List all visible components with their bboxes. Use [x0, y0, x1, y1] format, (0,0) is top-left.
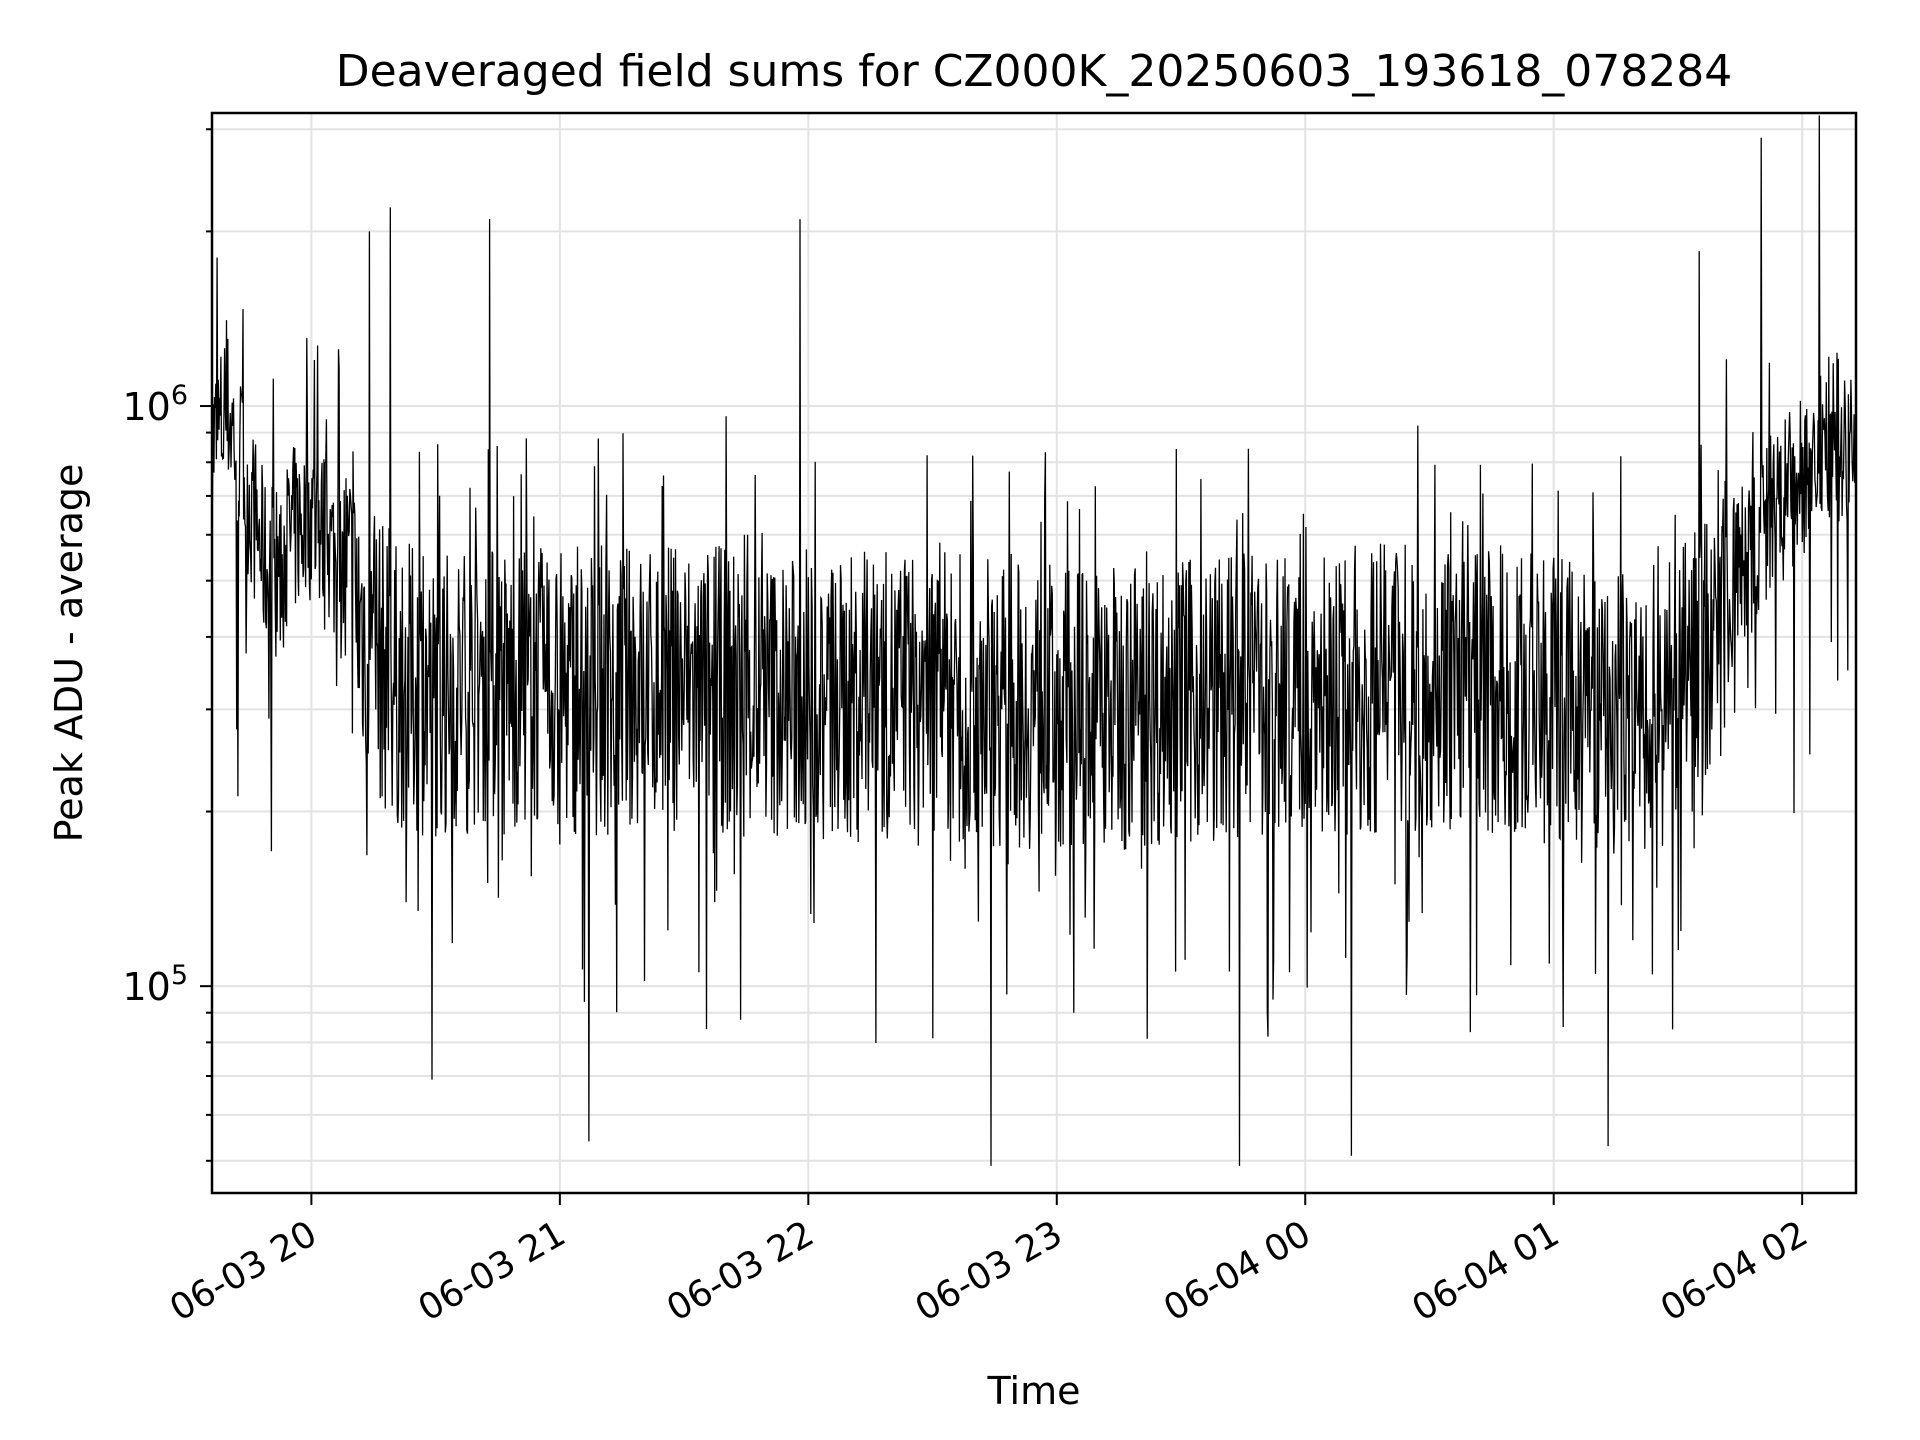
- plot-frame: [210, 111, 1858, 1195]
- y-axis-label: Peak ADU - average: [47, 464, 91, 843]
- series-line: [212, 115, 1856, 1166]
- x-axis-label: Time: [987, 1369, 1081, 1413]
- y-tick-label: 105: [122, 960, 188, 1009]
- y-tick-label: 106: [122, 380, 188, 429]
- chart-title: Deaveraged field sums for CZ000K_2025060…: [336, 46, 1733, 97]
- y-axis: 105 106: [122, 128, 212, 1162]
